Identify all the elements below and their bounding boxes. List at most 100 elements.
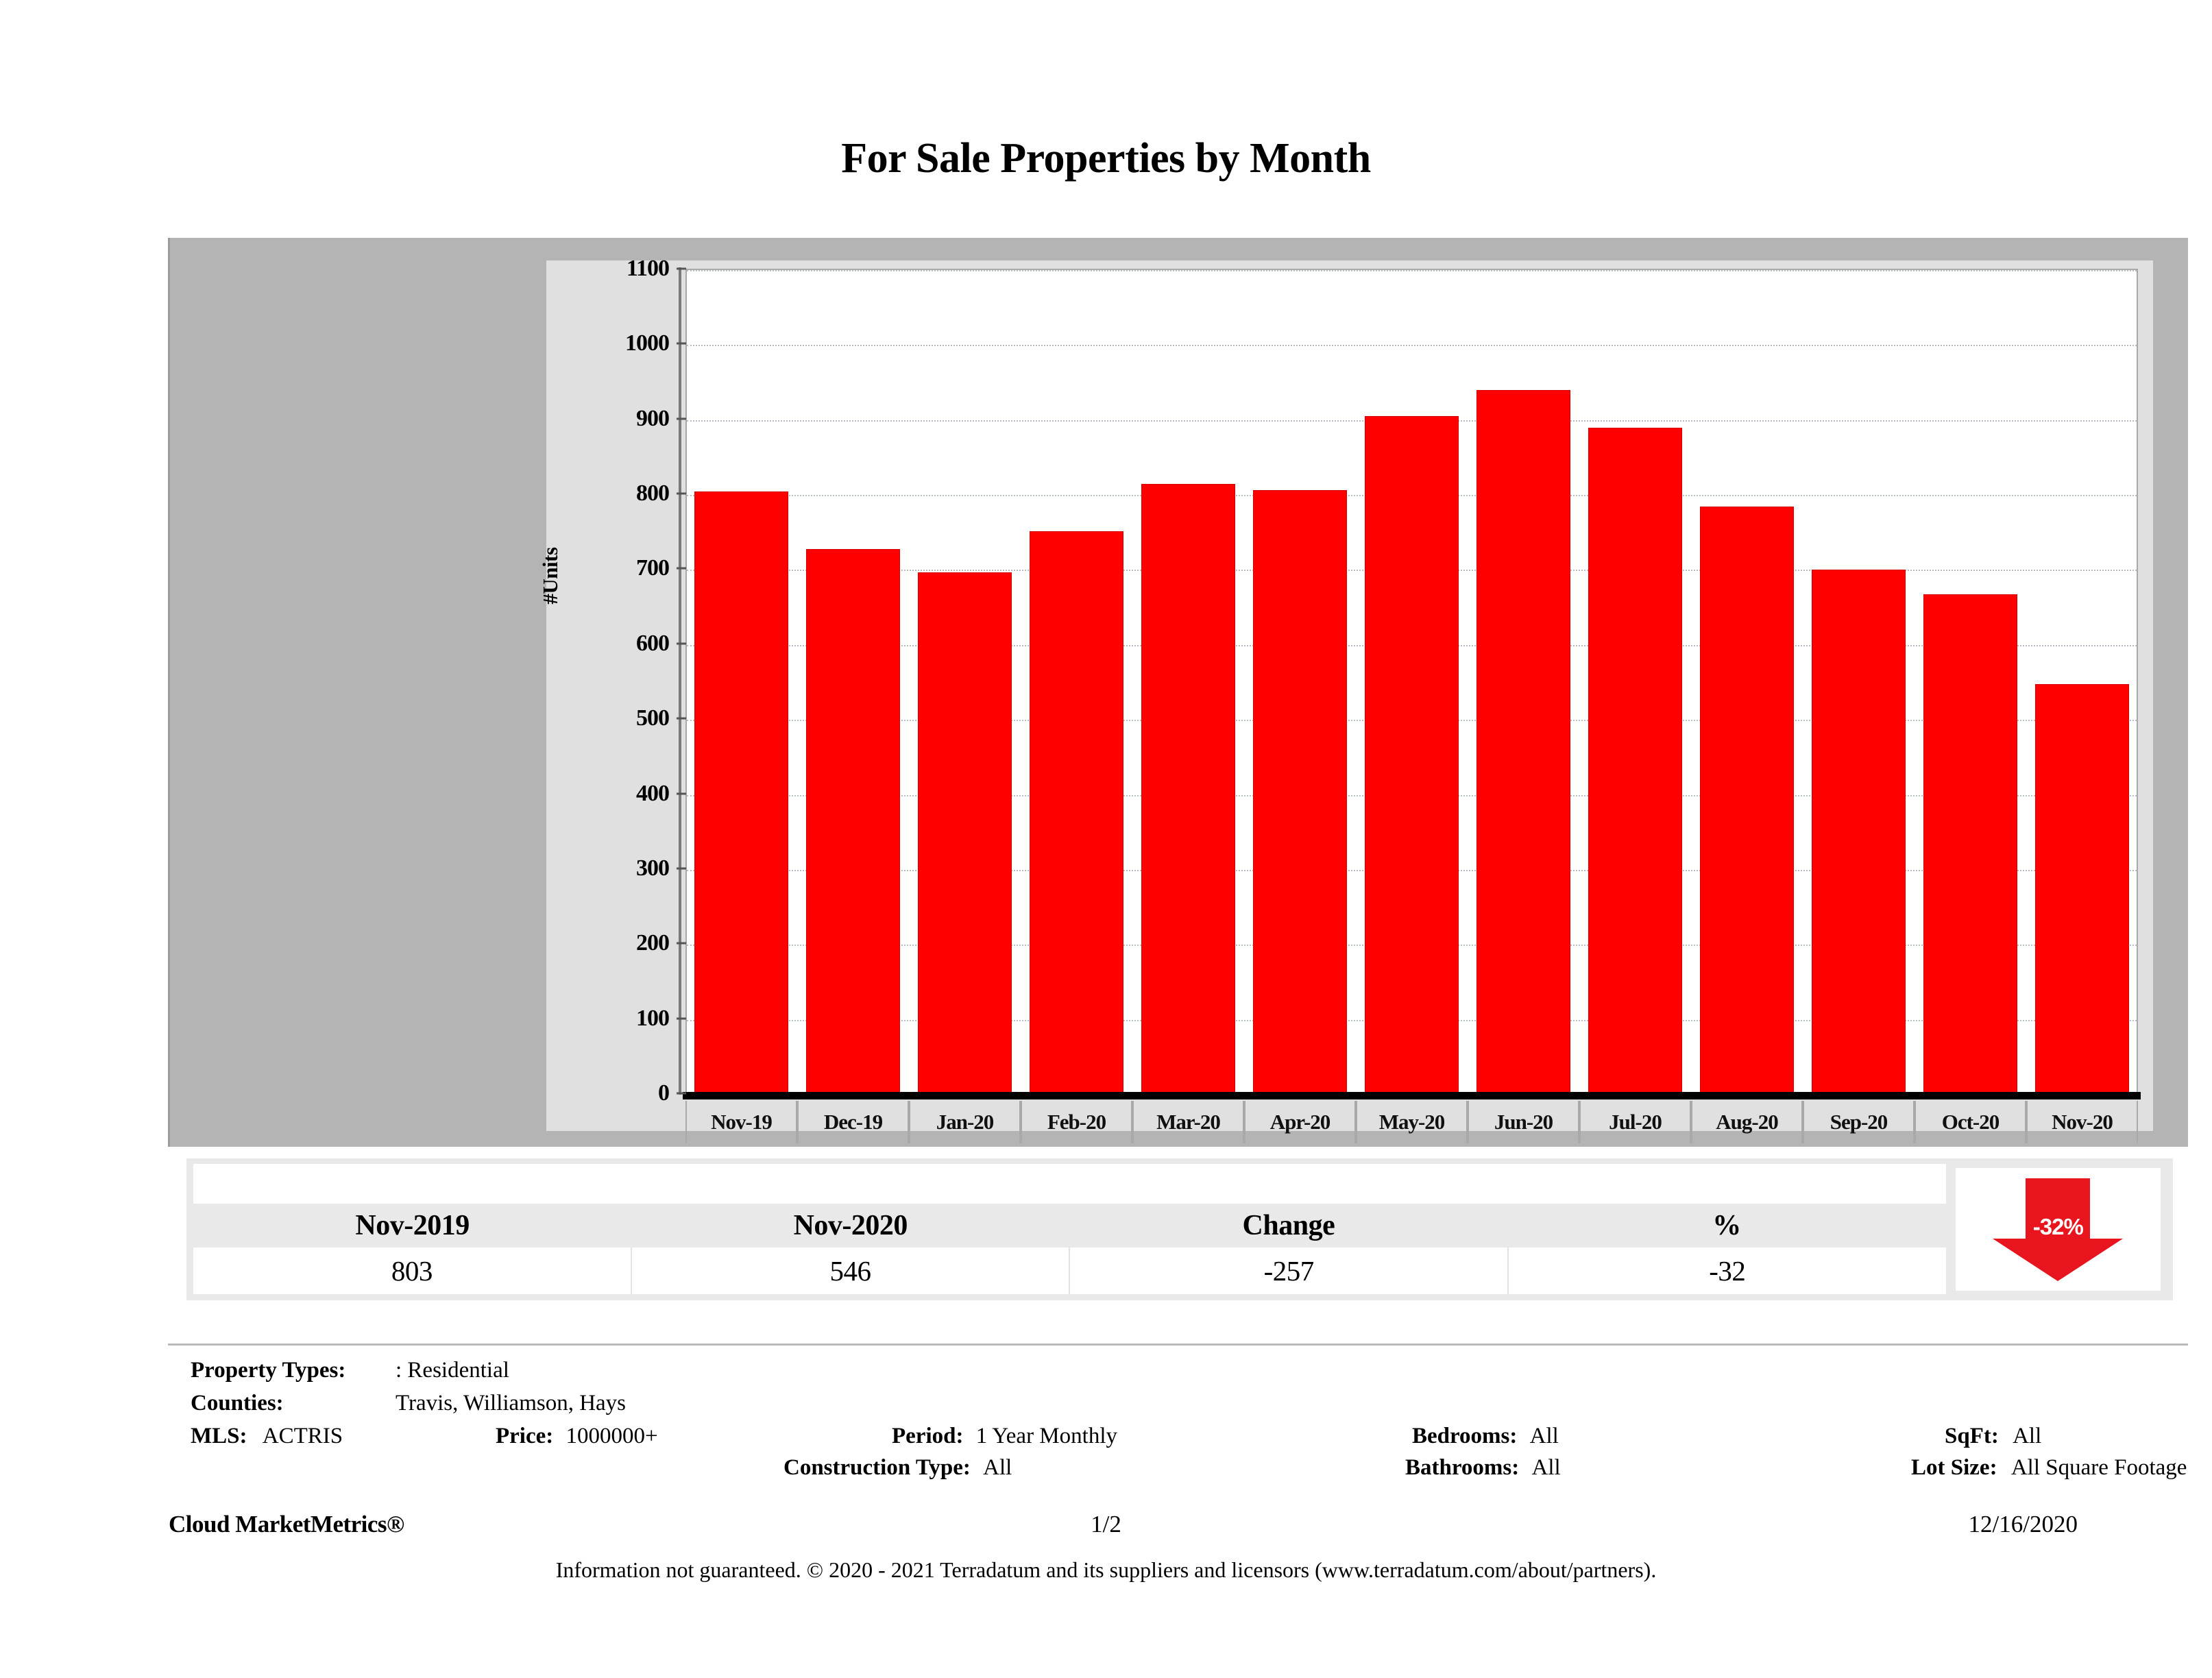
y-tick-label: 400 (636, 780, 670, 806)
x-tick-label: Nov-20 (2026, 1101, 2138, 1143)
y-tick-label: 600 (636, 630, 670, 656)
x-tick-label: Feb-20 (1021, 1101, 1132, 1143)
arrow-head (1993, 1238, 2124, 1281)
criteria-counties-value: Travis, Williamson, Hays (396, 1391, 626, 1416)
y-tick-mark (677, 942, 686, 945)
y-tick-mark (677, 867, 686, 870)
footer-disclaimer: Information not guaranteed. © 2020 - 202… (555, 1557, 1657, 1582)
page-title: For Sale Properties by Month (841, 135, 1371, 182)
criteria-lot-size: Lot Size: All Square Footage (1911, 1455, 2187, 1481)
criteria-mls: MLS: ACTRIS (191, 1424, 343, 1449)
footer-date: 12/16/2020 (1968, 1511, 2078, 1537)
change-percent-label: -32% (2032, 1213, 2084, 1239)
gridline (687, 345, 2137, 347)
criteria-value: Travis, Williamson, Hays (396, 1391, 627, 1415)
criteria-property-types-value: : Residential (396, 1358, 509, 1383)
criteria-bathrooms: Bathrooms: All (1405, 1455, 1561, 1481)
y-tick-mark (677, 417, 686, 420)
y-tick-label: 300 (636, 855, 670, 881)
summary-value-cell: -257 (1070, 1248, 1509, 1294)
criteria-value: ACTRIS (262, 1424, 343, 1448)
summary-header-cell: Change (1242, 1210, 1335, 1241)
criteria-period: Period: 1 Year Monthly (892, 1424, 1117, 1449)
criteria-value: : Residential (396, 1358, 509, 1383)
bar-jul-20 (1588, 427, 1683, 1093)
criteria-value: All (1531, 1455, 1561, 1480)
criteria-value: All (1529, 1424, 1559, 1448)
summary-value-cell: 546 (632, 1248, 1071, 1294)
y-tick-mark (677, 792, 686, 795)
x-tick-label: Mar-20 (1132, 1101, 1244, 1143)
bar-jan-20 (917, 572, 1012, 1093)
bar-jun-20 (1476, 390, 1571, 1093)
criteria-label: SqFt: (1945, 1424, 1999, 1448)
x-tick-label: Aug-20 (1691, 1101, 1803, 1143)
bar-nov-19 (694, 491, 789, 1093)
criteria-label: Period: (892, 1424, 964, 1448)
criteria-label: MLS: (191, 1424, 247, 1448)
y-tick-mark (677, 1092, 686, 1095)
bar-mar-20 (1141, 483, 1236, 1093)
criteria-label: Lot Size: (1911, 1455, 1997, 1480)
summary-value-row: 803 546 -257 -32 (193, 1248, 1946, 1294)
footer-page-number: 1/2 (1091, 1511, 1121, 1537)
y-tick-mark (677, 717, 686, 720)
criteria-sqft: SqFt: All (1945, 1424, 2041, 1449)
y-tick-label: 200 (636, 930, 670, 956)
y-tick-label: 1000 (625, 330, 670, 356)
y-tick-label: 1100 (626, 256, 670, 281)
criteria-counties: Counties: (191, 1391, 284, 1416)
criteria-property-types: Property Types: (191, 1358, 345, 1383)
y-tick-mark (677, 567, 686, 570)
criteria-label: Bedrooms: (1412, 1424, 1518, 1448)
summary-value-cell: 803 (193, 1248, 632, 1294)
y-tick-label: 500 (636, 705, 670, 731)
criteria-construction-type: Construction Type: All (783, 1455, 1012, 1481)
bar-oct-20 (1923, 594, 2018, 1093)
x-axis-tick-labels: Nov-19 Dec-19 Jan-20 Feb-20 Mar-20 Apr-20 May-… (685, 1101, 2138, 1143)
criteria-label: Counties: (191, 1391, 284, 1415)
criteria-bedrooms: Bedrooms: All (1412, 1424, 1559, 1449)
x-tick-label: Nov-19 (685, 1101, 797, 1143)
summary-section: Nov-2019 Nov-2020 Change % 803 546 -257 … (186, 1158, 2173, 1300)
summary-header-cell: % (1712, 1210, 1741, 1241)
summary-table: Nov-2019 Nov-2020 Change % 803 546 -257 … (193, 1164, 1946, 1295)
y-tick-label: 0 (658, 1080, 670, 1106)
arrow-stem (2026, 1178, 2091, 1241)
criteria-value: All (2013, 1424, 2042, 1448)
bar-sep-20 (1811, 569, 1906, 1093)
x-tick-label: Dec-19 (797, 1101, 909, 1143)
arrow-down-icon: -32% (1993, 1178, 2124, 1281)
bar-apr-20 (1252, 489, 1348, 1093)
x-tick-label: Jan-20 (909, 1101, 1021, 1143)
y-tick-label: 800 (636, 481, 670, 507)
y-tick-mark (677, 342, 686, 345)
summary-header-cell: Nov-2019 (355, 1210, 470, 1241)
x-tick-label: Oct-20 (1915, 1101, 2026, 1143)
y-tick-label: 100 (636, 1005, 670, 1031)
x-tick-label: Jul-20 (1579, 1101, 1691, 1143)
y-tick-label: 700 (636, 555, 670, 581)
y-tick-mark (677, 642, 686, 645)
change-badge: -32% (1955, 1168, 2161, 1291)
gridline (687, 270, 2137, 271)
y-tick-mark (677, 267, 686, 270)
criteria-label: Bathrooms: (1405, 1455, 1520, 1480)
x-tick-label: Sep-20 (1803, 1101, 1915, 1143)
criteria-value: All Square Footage (2010, 1455, 2187, 1480)
criteria-value: All (983, 1455, 1012, 1480)
y-tick-mark (677, 1017, 686, 1020)
bar-dec-19 (805, 549, 901, 1093)
criteria-value: 1 Year Monthly (975, 1424, 1117, 1448)
y-tick-mark (677, 492, 686, 495)
bar-feb-20 (1029, 531, 1124, 1093)
y-tick-label: 900 (636, 405, 670, 431)
x-axis-baseline (683, 1092, 2141, 1099)
x-tick-label: May-20 (1356, 1101, 1468, 1143)
x-tick-label: Apr-20 (1244, 1101, 1356, 1143)
criteria-label: Construction Type: (783, 1455, 971, 1480)
summary-value-cell: -32 (1709, 1255, 1746, 1287)
criteria-label: Price: (496, 1424, 554, 1448)
summary-header-cell: Nov-2020 (793, 1210, 908, 1241)
x-tick-label: Jun-20 (1468, 1101, 1579, 1143)
